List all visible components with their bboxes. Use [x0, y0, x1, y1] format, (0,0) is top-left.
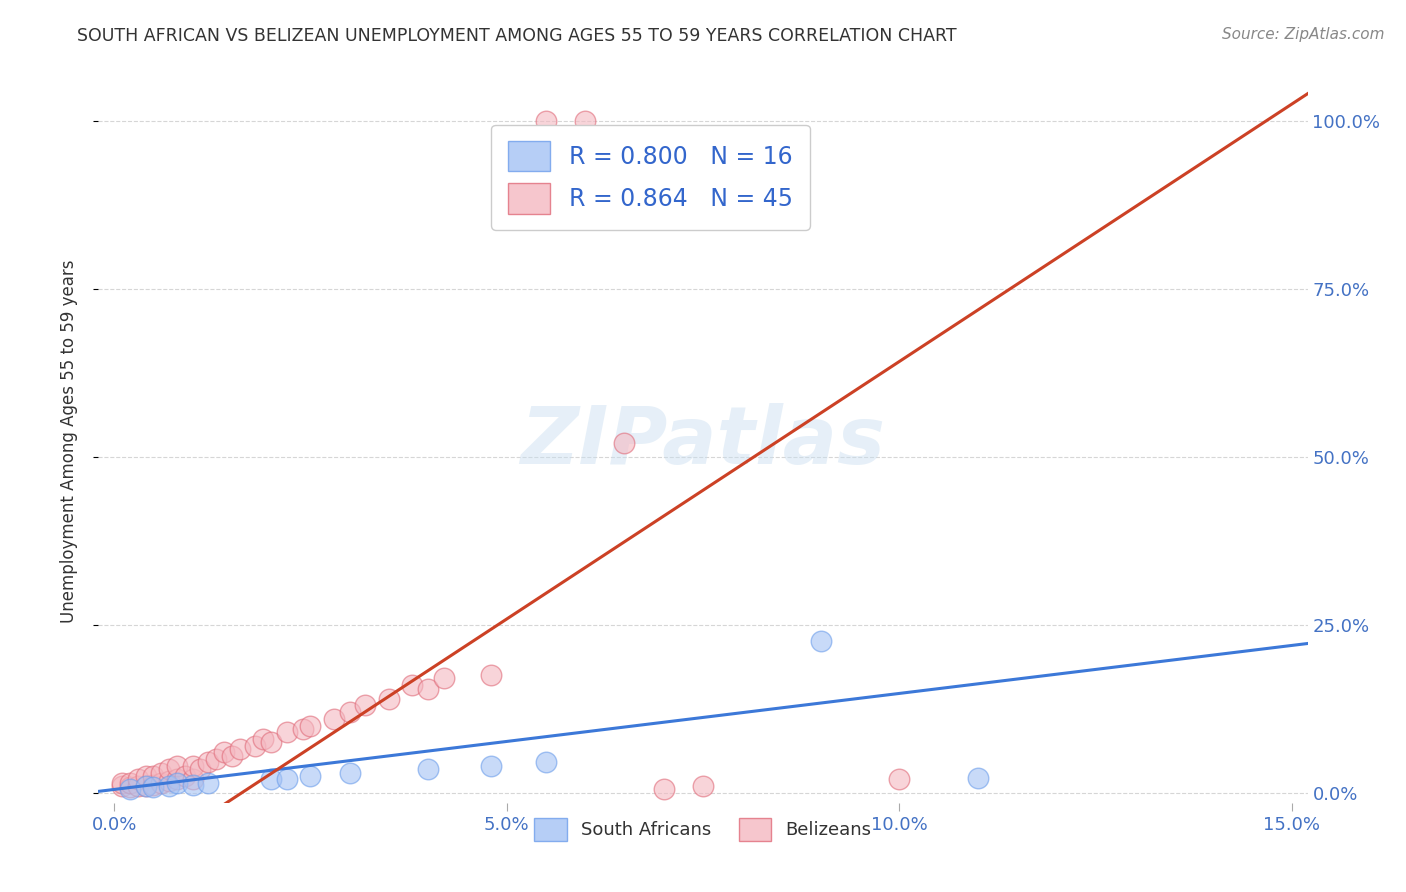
Point: [212, 745, 235, 759]
Point: [135, 769, 157, 783]
Text: SOUTH AFRICAN VS BELIZEAN UNEMPLOYMENT AMONG AGES 55 TO 59 YEARS CORRELATION CHA: SOUTH AFRICAN VS BELIZEAN UNEMPLOYMENT A…: [77, 27, 957, 45]
Point: [111, 779, 134, 793]
Point: [252, 731, 274, 746]
Point: [150, 765, 173, 780]
Point: [181, 778, 204, 792]
Point: [181, 772, 204, 787]
Point: [127, 779, 149, 793]
Text: Source: ZipAtlas.com: Source: ZipAtlas.com: [1222, 27, 1385, 42]
Point: [142, 769, 165, 783]
Point: [966, 771, 988, 785]
Point: [339, 705, 361, 719]
Point: [245, 739, 267, 753]
Point: [190, 762, 212, 776]
Point: [181, 759, 204, 773]
Point: [378, 691, 401, 706]
Point: [323, 712, 346, 726]
Point: [118, 780, 141, 795]
Point: [339, 765, 361, 780]
Point: [197, 775, 219, 789]
Point: [150, 775, 173, 789]
Point: [166, 775, 188, 789]
Point: [135, 779, 157, 793]
Point: [574, 113, 596, 128]
Y-axis label: Unemployment Among Ages 55 to 59 years: Unemployment Among Ages 55 to 59 years: [59, 260, 77, 624]
Point: [433, 672, 456, 686]
Point: [276, 772, 298, 787]
Point: [418, 681, 440, 696]
Point: [166, 759, 188, 773]
Point: [276, 725, 298, 739]
Point: [889, 772, 911, 787]
Point: [205, 752, 228, 766]
Text: ZIPatlas: ZIPatlas: [520, 402, 886, 481]
Point: [299, 718, 322, 732]
Point: [613, 436, 636, 450]
Point: [810, 634, 832, 648]
Point: [534, 113, 557, 128]
Point: [652, 782, 675, 797]
Point: [173, 769, 195, 783]
Point: [157, 779, 180, 793]
Point: [135, 779, 157, 793]
Point: [291, 722, 314, 736]
Point: [260, 735, 283, 749]
Point: [157, 762, 180, 776]
Point: [299, 769, 322, 783]
Point: [260, 772, 283, 787]
Point: [166, 772, 188, 787]
Point: [142, 780, 165, 795]
Point: [118, 775, 141, 789]
Point: [354, 698, 377, 713]
Point: [157, 773, 180, 788]
Point: [534, 756, 557, 770]
Point: [142, 778, 165, 792]
Point: [479, 668, 502, 682]
Point: [229, 742, 252, 756]
Point: [692, 779, 714, 793]
Point: [118, 782, 141, 797]
Point: [221, 748, 243, 763]
Point: [127, 772, 149, 787]
Point: [401, 678, 423, 692]
Point: [197, 756, 219, 770]
Point: [418, 762, 440, 776]
Point: [111, 775, 134, 789]
Legend: South Africans, Belizeans: South Africans, Belizeans: [527, 810, 879, 848]
Point: [479, 759, 502, 773]
